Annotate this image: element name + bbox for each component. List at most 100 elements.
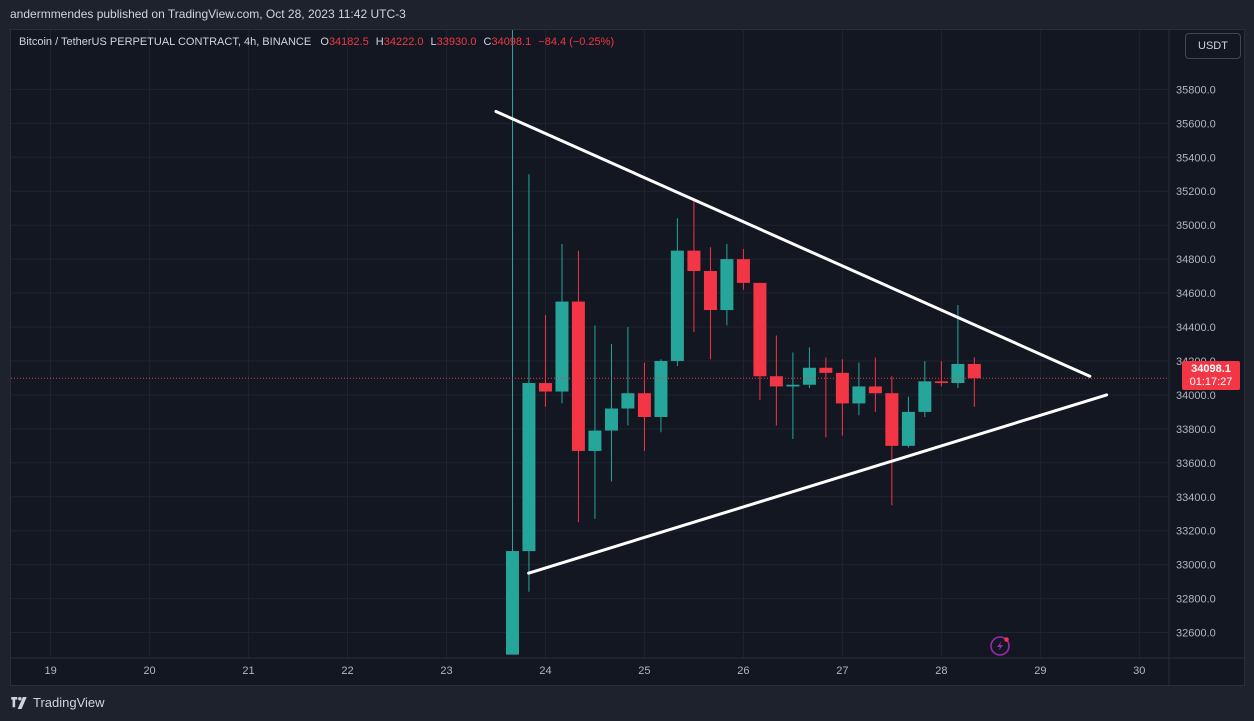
- publisher-line: andermmendes published on TradingView.co…: [10, 7, 406, 21]
- date-tick-label: 20: [143, 665, 155, 677]
- price-tick-label: 32800.0: [1176, 594, 1216, 606]
- candle[interactable]: [621, 327, 635, 426]
- candle-body: [506, 551, 520, 655]
- candle-body: [852, 386, 866, 404]
- date-tick-label: 26: [737, 665, 749, 677]
- candle[interactable]: [736, 248, 750, 290]
- candlestick-chart[interactable]: 32600.0 32800.0 33000.0 33200.0 33400.0 33600…: [11, 30, 1244, 685]
- candle-body: [637, 393, 651, 417]
- candle-body: [753, 282, 767, 377]
- high-value: 34222.0: [383, 36, 424, 48]
- candle[interactable]: [918, 360, 932, 417]
- candles: [506, 30, 981, 655]
- candle[interactable]: [571, 250, 585, 523]
- candle[interactable]: [868, 357, 882, 412]
- candle[interactable]: [885, 376, 899, 506]
- candle-body: [802, 367, 816, 385]
- date-tick-label: 21: [242, 665, 254, 677]
- candle[interactable]: [538, 315, 552, 407]
- candle[interactable]: [852, 362, 866, 416]
- trendline[interactable]: [527, 393, 1109, 575]
- date-tick-label: 24: [539, 665, 551, 677]
- last-price-tag: 34098.1 01:17:27: [1182, 361, 1240, 390]
- low-value: 33930.0: [436, 36, 477, 48]
- candle[interactable]: [769, 335, 783, 426]
- candle[interactable]: [637, 362, 651, 451]
- candle-body: [967, 363, 981, 379]
- candle-body: [918, 381, 932, 412]
- close-label: C: [483, 36, 492, 48]
- candle[interactable]: [901, 396, 915, 448]
- candle[interactable]: [802, 347, 816, 389]
- tradingview-brand: TradingView: [33, 695, 105, 710]
- candle[interactable]: [588, 325, 602, 519]
- candle[interactable]: [506, 30, 520, 655]
- candle[interactable]: [654, 359, 668, 433]
- footer: TradingView: [10, 695, 105, 710]
- symbol-title: Bitcoin / TetherUS PERPETUAL CONTRACT, 4…: [19, 36, 312, 48]
- alert-icon[interactable]: [990, 636, 1010, 656]
- candle[interactable]: [555, 243, 569, 404]
- time-axis: 19 20 21 22 23 24 25 26 27 28 29 30: [44, 665, 1145, 677]
- candle-body: [934, 381, 948, 384]
- candle[interactable]: [687, 198, 701, 333]
- price-tick-label: 34600.0: [1176, 288, 1216, 300]
- chart-pane[interactable]: 32600.0 32800.0 33000.0 33200.0 33400.0 33600…: [10, 29, 1245, 686]
- candle[interactable]: [604, 344, 618, 482]
- candle-body: [736, 259, 750, 283]
- candle-body: [835, 372, 849, 404]
- candle-body: [720, 259, 734, 311]
- candle[interactable]: [967, 357, 981, 407]
- candle-body: [819, 367, 833, 373]
- trendline[interactable]: [494, 109, 1092, 378]
- price-tick-label: 33600.0: [1176, 458, 1216, 470]
- candle[interactable]: [753, 282, 767, 401]
- open-label: O: [320, 36, 329, 48]
- candle-body: [555, 301, 569, 392]
- price-tick-label: 35400.0: [1176, 152, 1216, 164]
- candle-body: [571, 301, 585, 451]
- date-tick-label: 19: [44, 665, 56, 677]
- price-tick-label: 34400.0: [1176, 322, 1216, 334]
- date-tick-label: 25: [638, 665, 650, 677]
- candle-body: [901, 411, 915, 446]
- candle-body: [670, 250, 684, 361]
- candle[interactable]: [819, 357, 833, 438]
- candle-body: [703, 271, 717, 311]
- trendlines: [494, 109, 1109, 575]
- candle[interactable]: [703, 247, 717, 360]
- candle-body: [538, 383, 552, 392]
- candle[interactable]: [720, 243, 734, 326]
- close-value: 34098.1: [491, 36, 532, 48]
- candle-body: [885, 393, 899, 446]
- date-tick-label: 23: [440, 665, 452, 677]
- candle[interactable]: [670, 218, 684, 367]
- candle-body: [687, 250, 701, 272]
- price-tick-label: 35000.0: [1176, 220, 1216, 232]
- price-tick-label: 33000.0: [1176, 560, 1216, 572]
- price-tick-label: 35600.0: [1176, 118, 1216, 130]
- candle-body: [588, 430, 602, 451]
- price-tick-label: 32600.0: [1176, 628, 1216, 640]
- symbol-legend: Bitcoin / TetherUS PERPETUAL CONTRACT, 4…: [19, 36, 618, 48]
- low-label: L: [430, 36, 437, 48]
- price-tick-label: 33400.0: [1176, 492, 1216, 504]
- candle-body: [522, 383, 536, 552]
- candle-body: [786, 384, 800, 387]
- candle[interactable]: [934, 360, 948, 387]
- price-axis: 32600.0 32800.0 33000.0 33200.0 33400.0 33600…: [1176, 84, 1216, 639]
- candle[interactable]: [835, 359, 849, 436]
- price-tick-label: 34000.0: [1176, 390, 1216, 402]
- price-tick-label: 35800.0: [1176, 84, 1216, 96]
- candle-body: [769, 376, 783, 387]
- open-value: 34182.5: [328, 36, 369, 48]
- currency-button[interactable]: USDT: [1185, 33, 1241, 59]
- candle[interactable]: [786, 352, 800, 440]
- price-tick-label: 33800.0: [1176, 424, 1216, 436]
- high-label: H: [375, 36, 384, 48]
- price-tick-label: 34800.0: [1176, 254, 1216, 266]
- price-tick-label: 33200.0: [1176, 526, 1216, 538]
- date-tick-label: 29: [1034, 665, 1046, 677]
- date-tick-label: 30: [1133, 665, 1145, 677]
- candle[interactable]: [522, 174, 536, 592]
